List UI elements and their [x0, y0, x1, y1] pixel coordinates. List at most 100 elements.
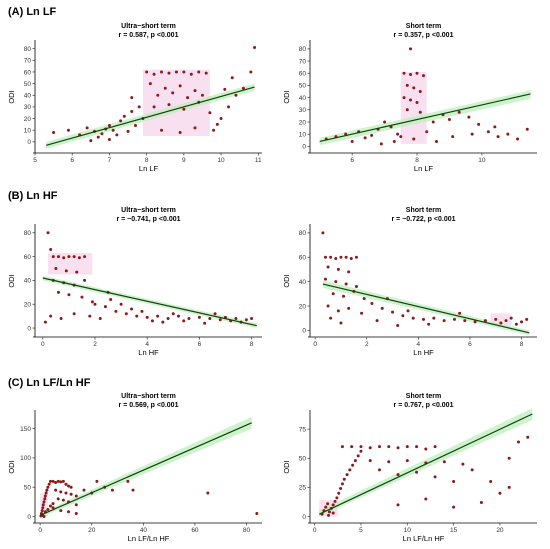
data-point [152, 72, 156, 76]
data-point [402, 96, 406, 100]
data-point [204, 71, 208, 75]
data-point [96, 135, 100, 139]
data-point [255, 512, 259, 516]
data-point [119, 302, 123, 306]
data-point [56, 479, 60, 483]
data-point [74, 494, 78, 498]
data-point [67, 255, 71, 259]
data-point [89, 139, 93, 143]
data-point [46, 231, 50, 235]
data-point [156, 93, 160, 97]
data-point [115, 133, 119, 137]
data-point [396, 323, 400, 327]
chart-title: Ultra−short term [121, 207, 176, 214]
data-point [177, 314, 181, 318]
y-tick-label: 20 [299, 119, 307, 126]
data-point [486, 130, 490, 134]
data-point [48, 479, 52, 483]
data-point [399, 135, 403, 139]
chart-title: Short term [406, 23, 441, 30]
x-axis-label: Ln LF [139, 164, 159, 173]
data-point [156, 314, 160, 318]
regression-line [319, 93, 531, 143]
data-point [56, 255, 60, 259]
data-point [329, 316, 333, 320]
x-tick-label: 20 [496, 527, 504, 534]
x-tick-label: 0 [313, 341, 317, 348]
data-point [145, 315, 149, 319]
data-point [415, 71, 419, 75]
data-point [219, 117, 223, 121]
data-point [359, 449, 363, 453]
data-point [77, 256, 81, 260]
data-point [93, 302, 97, 306]
data-point [40, 509, 44, 513]
data-point [458, 311, 462, 315]
data-point [64, 269, 68, 273]
x-tick-label: 6 [198, 341, 202, 348]
data-point [431, 120, 435, 124]
data-point [344, 255, 348, 259]
y-tick-label: 0 [27, 325, 31, 332]
chart-subtitle: r = 0.587, p <0.001 [119, 32, 179, 39]
data-point [323, 255, 327, 259]
y-tick-label: 80 [24, 230, 32, 237]
data-point [340, 482, 344, 486]
data-point [356, 454, 360, 458]
data-point [339, 255, 343, 259]
data-point [234, 317, 238, 321]
data-point [197, 70, 201, 74]
data-point [451, 135, 455, 139]
data-point [470, 132, 474, 136]
data-point [182, 319, 186, 323]
y-tick-label: 20 [24, 302, 32, 309]
data-point [387, 445, 391, 449]
x-tick-label: 6 [350, 157, 354, 164]
chart-subtitle: r = 0.569, p <0.001 [119, 402, 179, 409]
section-title-b: (B) Ln HF [8, 190, 58, 202]
data-point [51, 506, 55, 510]
data-point [321, 231, 325, 235]
data-point [452, 505, 456, 509]
x-axis-label: Ln HF [138, 348, 159, 357]
data-point [350, 445, 354, 449]
y-tick-label: 150 [20, 426, 31, 433]
data-point [107, 138, 111, 142]
data-point [45, 488, 49, 492]
data-point [59, 509, 63, 513]
data-point [148, 82, 152, 86]
data-point [496, 135, 500, 139]
data-point [424, 497, 428, 501]
data-point [504, 319, 508, 323]
data-point [167, 103, 171, 107]
data-point [349, 256, 353, 260]
data-point [189, 72, 193, 76]
data-point [171, 91, 175, 95]
chart-a-ultrashort: Ultra−short term r = 0.587, p <0.001 5 6 7 8 9… [7, 23, 262, 173]
chart-title: Short term [406, 393, 441, 400]
data-point [41, 503, 45, 507]
data-point [347, 306, 351, 310]
data-point [340, 445, 344, 449]
data-point [470, 468, 474, 472]
x-tick-label: 2 [365, 341, 369, 348]
data-point [506, 132, 510, 136]
x-tick-label: 10 [478, 157, 486, 164]
data-point [59, 480, 63, 484]
y-tick-label: 50 [24, 81, 32, 88]
data-point [387, 460, 391, 464]
data-point [66, 128, 70, 132]
data-point [514, 322, 518, 326]
data-point [51, 479, 55, 483]
data-point [463, 319, 467, 323]
data-point [334, 256, 338, 260]
data-point [473, 320, 477, 324]
y-tick-label: 80 [299, 46, 307, 53]
data-point [74, 512, 78, 516]
data-point [339, 321, 343, 325]
data-point [61, 498, 65, 502]
data-point [49, 314, 53, 318]
y-tick-label: 10 [24, 127, 32, 134]
y-tick-label: 20 [299, 303, 307, 310]
data-point [479, 501, 483, 505]
